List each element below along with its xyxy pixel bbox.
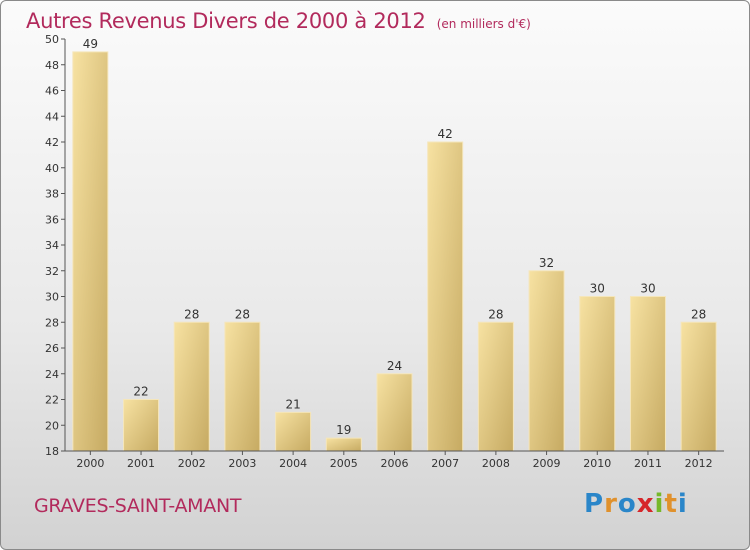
logo-letter: t	[664, 489, 678, 519]
y-tick-label-32: 32	[45, 265, 59, 278]
chart-title-block: Autres Revenus Divers de 2000 à 2012 (en…	[26, 9, 531, 33]
chart-title: Autres Revenus Divers de 2000 à 2012	[26, 9, 426, 33]
data-label-2005: 19	[336, 423, 351, 437]
x-tick-label-2001: 2001	[127, 457, 155, 470]
y-tick-label-36: 36	[45, 213, 59, 226]
bar-2012	[680, 321, 717, 452]
bar-2008	[477, 321, 514, 452]
logo-letter: r	[604, 489, 618, 519]
x-tick-label-2005: 2005	[330, 457, 358, 470]
x-tick-label-2000: 2000	[76, 457, 104, 470]
y-tick-label-42: 42	[45, 136, 59, 149]
bar-2000	[72, 51, 109, 452]
y-tick-label-34: 34	[45, 239, 59, 252]
y-tick-label-50: 50	[45, 33, 59, 46]
data-label-2000: 49	[83, 37, 98, 51]
x-tick-label-2004: 2004	[279, 457, 307, 470]
data-label-2004: 21	[285, 397, 300, 411]
bar-2002	[173, 321, 210, 452]
y-tick-label-46: 46	[45, 85, 59, 98]
data-label-2012: 28	[691, 307, 706, 321]
x-tick-label-2011: 2011	[634, 457, 662, 470]
bar-2007	[427, 141, 464, 452]
data-label-2009: 32	[539, 256, 554, 270]
x-tick-label-2008: 2008	[482, 457, 510, 470]
x-tick-label-2009: 2009	[533, 457, 561, 470]
bar-2001	[123, 399, 160, 452]
chart-subtitle: (en milliers d'€)	[436, 17, 531, 31]
y-tick-label-44: 44	[45, 110, 59, 123]
y-tick-label-24: 24	[45, 368, 59, 381]
bar-2009	[528, 270, 565, 452]
y-tick-label-30: 30	[45, 291, 59, 304]
data-label-2006: 24	[387, 359, 402, 373]
x-tick-label-2010: 2010	[583, 457, 611, 470]
x-tick-label-2003: 2003	[228, 457, 256, 470]
y-tick-label-18: 18	[45, 445, 59, 458]
logo-letter: o	[617, 489, 637, 519]
y-tick-label-26: 26	[45, 342, 59, 355]
logo-letter: P	[584, 489, 605, 519]
data-label-2007: 42	[438, 127, 453, 141]
bar-2010	[579, 296, 616, 452]
bar-2004	[275, 411, 312, 452]
y-tick-label-28: 28	[45, 316, 59, 329]
data-label-2010: 30	[590, 282, 605, 296]
y-tick-label-38: 38	[45, 188, 59, 201]
y-tick-label-40: 40	[45, 162, 59, 175]
data-label-2008: 28	[488, 307, 503, 321]
data-label-2003: 28	[235, 307, 250, 321]
x-tick-label-2012: 2012	[685, 457, 713, 470]
data-label-2011: 30	[640, 282, 655, 296]
x-tick-label-2002: 2002	[178, 457, 206, 470]
x-tick-label-2007: 2007	[431, 457, 459, 470]
bar-2003	[224, 321, 261, 452]
bar-2005	[325, 437, 362, 452]
y-tick-label-20: 20	[45, 419, 59, 432]
x-tick-label-2006: 2006	[381, 457, 409, 470]
data-label-2002: 28	[184, 307, 199, 321]
y-tick-label-48: 48	[45, 59, 59, 72]
place-name: GRAVES-SAINT-AMANT	[34, 495, 242, 517]
bar-2011	[629, 296, 666, 452]
bar-2006	[376, 373, 413, 452]
data-label-2001: 22	[133, 385, 148, 399]
logo-letter: i	[677, 489, 688, 519]
logo-letter: i	[654, 489, 665, 519]
y-tick-label-22: 22	[45, 394, 59, 407]
logo-letter: x	[636, 489, 655, 519]
proxiti-logo[interactable]: Proxiti	[584, 489, 688, 519]
